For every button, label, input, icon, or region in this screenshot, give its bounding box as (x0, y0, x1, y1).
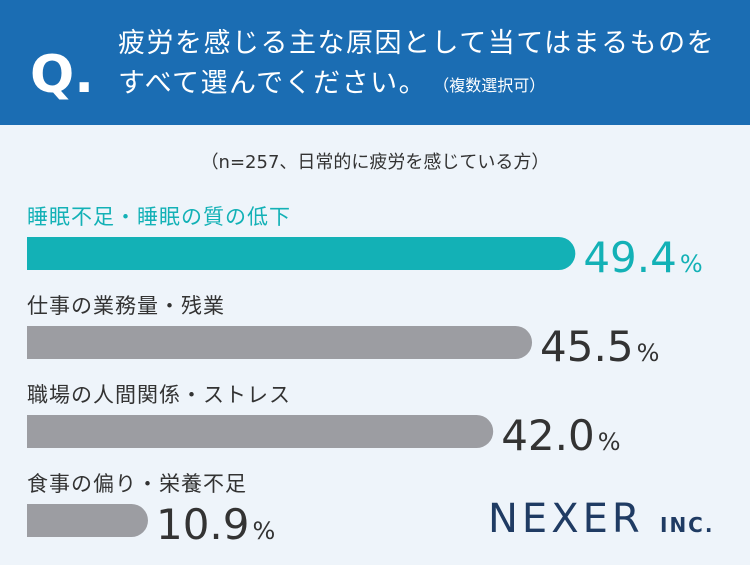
category-label: 職場の人間関係・ストレス (27, 383, 291, 407)
title-note: （複数選択可） (433, 76, 545, 95)
bar (27, 415, 494, 448)
value-label: 45.5% (540, 322, 659, 371)
chart-title: すべて選んでください。 (118, 68, 427, 99)
header (0, 0, 750, 125)
logo-name: NEXER (488, 496, 644, 542)
badge: Q. (30, 45, 94, 105)
bar (27, 326, 533, 359)
subtitle: （n=257、日常的に疲労を感じている方） (201, 152, 550, 173)
value-label: 42.0% (501, 411, 620, 460)
chart-title: 疲労を感じる主な原因として当てはまるものを (118, 28, 715, 59)
logo-suffix: INC. (660, 513, 714, 537)
category-label: 仕事の業務量・残業 (27, 294, 225, 318)
category-label: 睡眠不足・睡眠の質の低下 (27, 205, 291, 229)
category-label: 食事の偏り・栄養不足 (27, 472, 247, 496)
bar (27, 237, 576, 270)
value-label: 49.4% (583, 233, 702, 282)
value-label: 10.9% (156, 500, 275, 549)
bar (27, 504, 148, 537)
